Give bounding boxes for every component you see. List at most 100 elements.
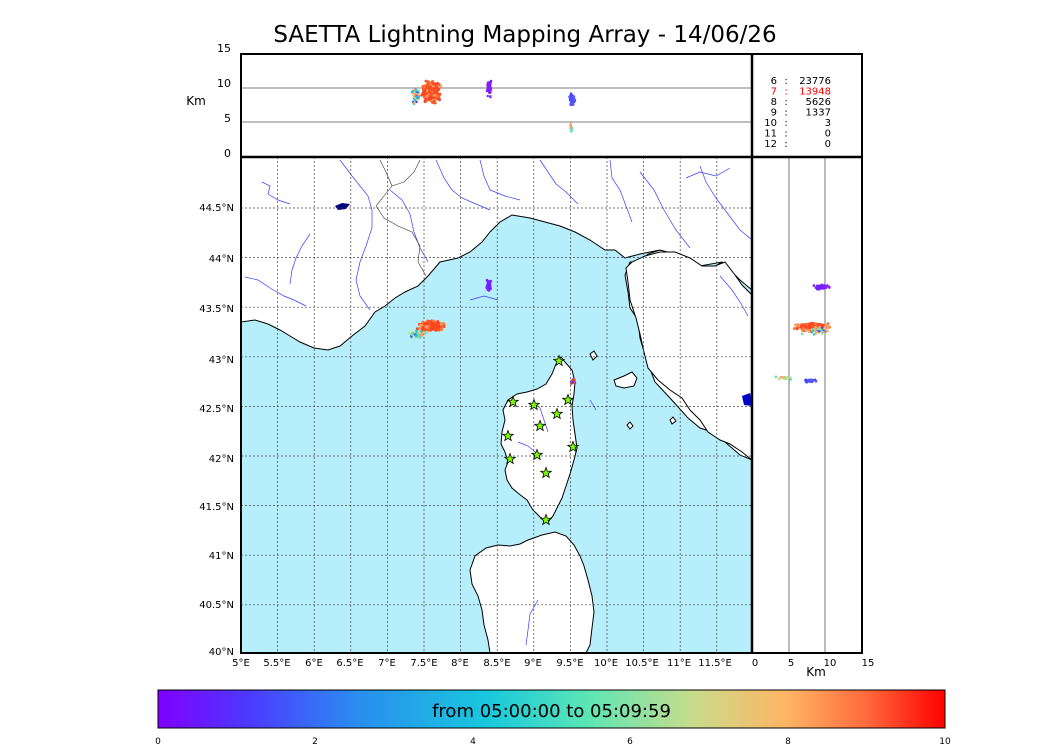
- station-count-panel: 6: 23776 7: 13948 8: 5626 9: 1337 10: 3 11: 0 12: 0: [752, 54, 862, 157]
- lightning-source: [420, 332, 424, 335]
- station-count-sep: :: [784, 129, 787, 140]
- altitude-source: [437, 82, 441, 86]
- station-count-value: 0: [825, 139, 831, 150]
- side-xtick-0: 0: [752, 658, 758, 669]
- lat-label: 44.5°N: [199, 203, 234, 214]
- altitude-source: [487, 85, 490, 88]
- altitude-source: [433, 82, 437, 86]
- side-source: [808, 325, 812, 329]
- lightning-source: [430, 322, 434, 327]
- lon-label: 8°E: [451, 658, 469, 669]
- station-star-icon: [550, 407, 564, 420]
- station-count-label: 12: [764, 139, 777, 150]
- altitude-source: [413, 101, 416, 105]
- lat-label: 42°N: [209, 454, 234, 465]
- sardinia: [469, 531, 595, 653]
- altitude-source: [488, 81, 492, 84]
- lightning-source: [408, 332, 411, 335]
- altitude-source: [416, 91, 419, 94]
- altitude-strikes: [410, 79, 577, 133]
- station-star-icon: [501, 429, 515, 442]
- colorbar-tick: 2: [312, 737, 318, 747]
- side-source: [814, 330, 818, 333]
- side-source: [804, 378, 808, 382]
- lightning-source: [418, 331, 421, 335]
- lat-label: 40.5°N: [199, 600, 234, 611]
- lightning-sources: [408, 278, 577, 385]
- altitude-source: [438, 92, 442, 96]
- station-count-table: 6: 23776 7: 13948 8: 5626 9: 1337 10: 3 11: 0 12: 0: [764, 76, 831, 150]
- station-count-value: 5626: [806, 97, 831, 108]
- country-borders: [375, 159, 427, 277]
- side-source: [792, 326, 796, 330]
- altitude-source: [487, 89, 490, 92]
- side-source: [820, 326, 824, 329]
- altitude-source: [425, 85, 429, 89]
- side-source: [826, 323, 830, 327]
- lightning-source: [489, 279, 493, 283]
- lat-label: 41.5°N: [199, 502, 234, 513]
- station-count-sep: :: [784, 139, 787, 150]
- altitude-longitude-panel: 15 10 5 0 Km: [186, 42, 752, 160]
- side-source: [805, 380, 809, 384]
- colorbar-gradient: [157, 689, 946, 729]
- lat-label: 43.5°N: [199, 304, 234, 315]
- lightning-source: [426, 320, 430, 324]
- station-star-icon: [527, 398, 541, 411]
- map-axis-labels: 44.5°N 44°N 43.5°N 43°N 42.5°N 42°N 41.5…: [199, 203, 732, 669]
- side-xtick-5: 5: [788, 658, 794, 669]
- lon-label: 11.5°E: [698, 658, 732, 669]
- altitude-source: [435, 84, 439, 88]
- altitude-source: [429, 95, 433, 99]
- corsica: [500, 356, 578, 523]
- colorbar-tick: 0: [155, 737, 161, 747]
- lon-label: 6°E: [305, 658, 323, 669]
- side-source: [810, 331, 814, 334]
- colorbar: 0 2 4 6 8 10: [155, 689, 951, 747]
- lon-label: 7.5°E: [410, 658, 437, 669]
- colorbar-tick: 10: [939, 737, 951, 747]
- figure-title: SAETTA Lightning Mapping Array - 14/06/2…: [273, 22, 777, 48]
- altitude-source: [572, 95, 575, 99]
- altitude-source: [427, 92, 431, 96]
- station-count-label: 10: [764, 118, 777, 129]
- lat-label: 43°N: [209, 355, 234, 366]
- lon-label: 9.5°E: [556, 658, 583, 669]
- station-star-icon: [503, 452, 517, 465]
- altitude-source: [488, 88, 492, 91]
- lon-label: 7°E: [378, 658, 396, 669]
- altitude-source: [488, 91, 491, 95]
- side-source: [827, 326, 831, 330]
- altitude-source: [417, 95, 421, 99]
- altitude-source: [411, 89, 414, 93]
- altitude-source: [427, 88, 431, 92]
- station-count-sep: :: [784, 108, 787, 119]
- top-ytick-5: 5: [224, 112, 231, 125]
- station-count-value: 13948: [799, 87, 831, 98]
- lat-label: 41°N: [209, 551, 234, 562]
- map-panel: 44.5°N 44°N 43.5°N 43°N 42.5°N 42°N 41.5…: [199, 157, 752, 669]
- lma-stations: [501, 354, 580, 526]
- side-xtick-10: 10: [824, 658, 837, 669]
- lon-label: 10°E: [594, 658, 618, 669]
- top-ytick-10: 10: [217, 77, 231, 90]
- side-source: [811, 324, 815, 328]
- station-count-value: 1337: [806, 108, 831, 119]
- altitude-source: [438, 98, 442, 102]
- graticule: [241, 157, 752, 653]
- side-source: [812, 284, 816, 287]
- side-strikes: [774, 283, 832, 384]
- station-count-label: 6: [771, 76, 777, 87]
- lightning-source: [423, 322, 427, 326]
- lightning-source: [440, 327, 444, 331]
- altitude-source: [489, 95, 492, 98]
- altitude-source: [423, 92, 427, 96]
- rivers: [244, 159, 752, 646]
- lightning-source: [415, 333, 418, 337]
- lightning-source: [420, 327, 425, 331]
- altitude-source: [424, 97, 428, 101]
- station-star-icon: [566, 440, 580, 453]
- lightning-source: [571, 380, 574, 384]
- station-star-icon: [530, 448, 544, 461]
- side-source: [812, 327, 816, 331]
